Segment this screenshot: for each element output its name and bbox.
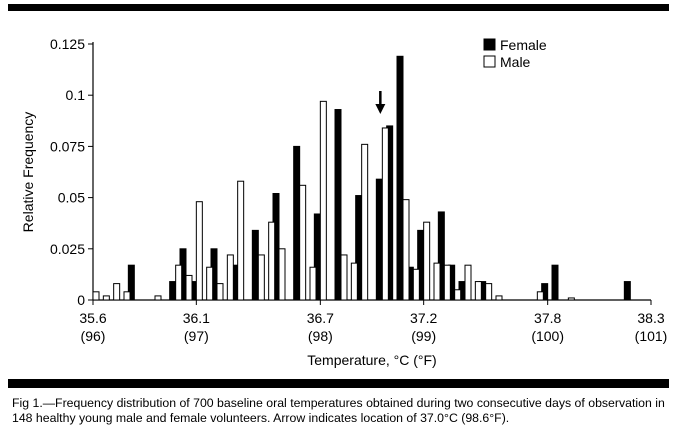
legend-swatch-female: [483, 38, 496, 51]
bar-male: [237, 180, 245, 301]
bar-male: [102, 295, 110, 301]
legend-label-female: Female: [500, 37, 547, 53]
bar-female: [375, 178, 383, 301]
y-tick-label: 0.125: [50, 36, 85, 52]
bar-female: [437, 211, 445, 301]
figure-caption: Fig 1.—Frequency distribution of 700 bas…: [12, 396, 665, 425]
bar-female: [396, 55, 404, 301]
x-tick-label-fahrenheit: (96): [81, 328, 106, 344]
y-tick-label: 0.075: [50, 138, 85, 154]
bar-female: [169, 281, 177, 301]
x-tick-label-fahrenheit: (100): [531, 328, 564, 344]
bar-male: [443, 264, 451, 301]
bar-male: [216, 283, 224, 301]
bar-female: [334, 109, 342, 301]
bar-male: [412, 268, 420, 301]
y-tick-label: 0.05: [58, 190, 85, 206]
bar-female: [623, 281, 631, 301]
y-tick-label: 0: [77, 292, 85, 308]
bar-female: [293, 145, 301, 301]
bar-male: [433, 262, 441, 301]
bar-male: [361, 143, 369, 301]
x-tick-label-celsius: 37.2: [410, 310, 437, 326]
bar-male: [299, 184, 307, 301]
bar-male: [113, 283, 121, 301]
bar-female: [551, 264, 559, 301]
bar-female: [127, 264, 135, 301]
bar-male: [350, 262, 358, 301]
bar-male: [195, 201, 203, 301]
bar-male: [381, 127, 389, 301]
x-tick-label-celsius: 35.6: [79, 310, 106, 326]
bar-male: [454, 289, 462, 301]
x-tick-label-celsius: 38.3: [637, 310, 664, 326]
x-tick-label-celsius: 36.1: [183, 310, 210, 326]
bar-male: [92, 291, 100, 301]
bar-male: [175, 264, 183, 301]
bar-male: [402, 199, 410, 301]
legend-swatch-male: [483, 55, 496, 68]
x-axis-title: Temperature, °C (°F): [307, 352, 436, 368]
bar-male: [154, 295, 162, 301]
bar-male: [185, 274, 193, 301]
bar-male: [309, 266, 317, 301]
bar-male: [567, 297, 575, 301]
arrow-head: [375, 104, 386, 114]
x-tick-label-celsius: 37.8: [534, 310, 561, 326]
bar-male: [268, 221, 276, 301]
bar-male: [536, 291, 544, 301]
bar-male: [226, 254, 234, 301]
histogram-chart: 0 0.025 0.05 0.075 0.1 0.125 35.6 (96) 36.1 (97) 3…: [20, 36, 668, 368]
bar-male: [340, 254, 348, 301]
x-tick-label-fahrenheit: (98): [308, 328, 333, 344]
bar-male: [257, 254, 265, 301]
y-axis-title: Relative Frequency: [20, 112, 36, 233]
x-tick-label-fahrenheit: (101): [635, 328, 668, 344]
bar-male: [319, 100, 327, 301]
legend-label-male: Male: [500, 54, 531, 70]
bar-male: [474, 281, 482, 301]
y-tick-label: 0.1: [66, 87, 86, 103]
bar-male: [464, 264, 472, 301]
bar-male: [278, 248, 286, 301]
x-tick-label-fahrenheit: (99): [411, 328, 436, 344]
x-tick-label-celsius: 36.7: [307, 310, 334, 326]
bar-male: [485, 283, 493, 301]
y-tick-label: 0.025: [50, 241, 85, 257]
bar-male: [206, 266, 214, 301]
bar-male: [423, 221, 431, 301]
bar-male: [495, 295, 503, 301]
bottom-rule: [8, 379, 669, 388]
bar-male: [123, 291, 131, 301]
top-rule: [8, 4, 669, 11]
x-tick-label-fahrenheit: (97): [184, 328, 209, 344]
bar-female: [251, 229, 259, 301]
